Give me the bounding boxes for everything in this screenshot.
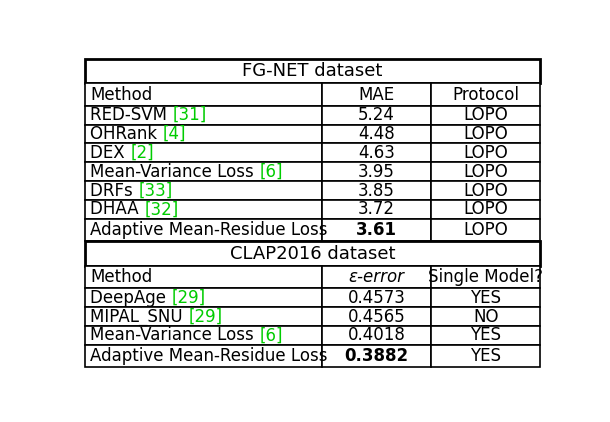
Text: CLAP2016 dataset: CLAP2016 dataset [230, 245, 395, 262]
Text: MIPAL_SNU: MIPAL_SNU [90, 308, 188, 326]
Bar [321, 124, 431, 143]
Bar [321, 143, 431, 162]
Bar [431, 162, 540, 181]
Text: ε-error: ε-error [348, 268, 404, 286]
Bar [85, 59, 540, 83]
Bar [321, 266, 431, 288]
Bar [85, 345, 321, 368]
Text: DRFs: DRFs [90, 181, 138, 200]
Bar [321, 219, 431, 241]
Text: 4.63: 4.63 [358, 144, 395, 162]
Bar [431, 219, 540, 241]
Text: OHRank: OHRank [90, 125, 163, 143]
Bar [321, 181, 431, 200]
Bar [85, 200, 321, 219]
Text: 3.95: 3.95 [358, 163, 395, 181]
Bar [85, 162, 321, 181]
Text: FG-NET dataset: FG-NET dataset [242, 62, 383, 80]
Text: [4]: [4] [163, 125, 186, 143]
Bar [321, 345, 431, 368]
Text: Single Model?: Single Model? [428, 268, 544, 286]
Text: 0.4018: 0.4018 [348, 327, 406, 344]
Bar [85, 307, 321, 326]
Bar [321, 307, 431, 326]
Bar [431, 106, 540, 124]
Text: 0.4573: 0.4573 [348, 289, 406, 307]
Bar [431, 326, 540, 345]
Text: Adaptive Mean-Residue Loss: Adaptive Mean-Residue Loss [90, 347, 328, 365]
Bar [85, 219, 321, 241]
Bar [85, 143, 321, 162]
Text: Method: Method [90, 268, 152, 286]
Text: LOPO: LOPO [464, 144, 508, 162]
Text: LOPO: LOPO [464, 181, 508, 200]
Bar [85, 241, 540, 266]
Bar [431, 181, 540, 200]
Text: 5.24: 5.24 [358, 106, 395, 124]
Text: DHAA: DHAA [90, 200, 145, 218]
Bar [85, 266, 321, 288]
Text: Method: Method [90, 86, 152, 103]
Text: YES: YES [470, 347, 501, 365]
Text: [32]: [32] [145, 200, 179, 218]
Bar [85, 124, 321, 143]
Text: LOPO: LOPO [464, 200, 508, 218]
Bar [321, 106, 431, 124]
Bar [431, 345, 540, 368]
Bar [431, 307, 540, 326]
Text: [2]: [2] [131, 144, 154, 162]
Bar [321, 200, 431, 219]
Bar [431, 288, 540, 307]
Text: Mean-Variance Loss: Mean-Variance Loss [90, 327, 259, 344]
Bar [85, 288, 321, 307]
Text: LOPO: LOPO [464, 221, 508, 239]
Text: LOPO: LOPO [464, 163, 508, 181]
Text: 0.3882: 0.3882 [345, 347, 409, 365]
Text: 4.48: 4.48 [358, 125, 395, 143]
Text: DEX: DEX [90, 144, 131, 162]
Bar [431, 200, 540, 219]
Bar [85, 326, 321, 345]
Text: Adaptive Mean-Residue Loss: Adaptive Mean-Residue Loss [90, 221, 328, 239]
Bar [321, 288, 431, 307]
Text: MAE: MAE [358, 86, 395, 103]
Text: 3.61: 3.61 [356, 221, 397, 239]
Text: LOPO: LOPO [464, 125, 508, 143]
Bar [85, 83, 321, 106]
Bar [431, 83, 540, 106]
Bar [321, 326, 431, 345]
Text: 3.72: 3.72 [358, 200, 395, 218]
Text: [31]: [31] [173, 106, 207, 124]
Bar [85, 181, 321, 200]
Text: DeepAge: DeepAge [90, 289, 171, 307]
Text: [6]: [6] [259, 327, 283, 344]
Text: 3.85: 3.85 [358, 181, 395, 200]
Text: YES: YES [470, 327, 501, 344]
Text: Mean-Variance Loss: Mean-Variance Loss [90, 163, 259, 181]
Bar [85, 106, 321, 124]
Text: NO: NO [473, 308, 498, 326]
Text: [29]: [29] [171, 289, 206, 307]
Text: YES: YES [470, 289, 501, 307]
Bar [321, 83, 431, 106]
Text: [6]: [6] [259, 163, 283, 181]
Bar [431, 124, 540, 143]
Text: RED-SVM: RED-SVM [90, 106, 173, 124]
Text: [29]: [29] [188, 308, 223, 326]
Bar [321, 162, 431, 181]
Bar [431, 143, 540, 162]
Text: 0.4565: 0.4565 [348, 308, 405, 326]
Text: LOPO: LOPO [464, 106, 508, 124]
Text: Protocol: Protocol [452, 86, 519, 103]
Text: [33]: [33] [138, 181, 173, 200]
Bar [431, 266, 540, 288]
